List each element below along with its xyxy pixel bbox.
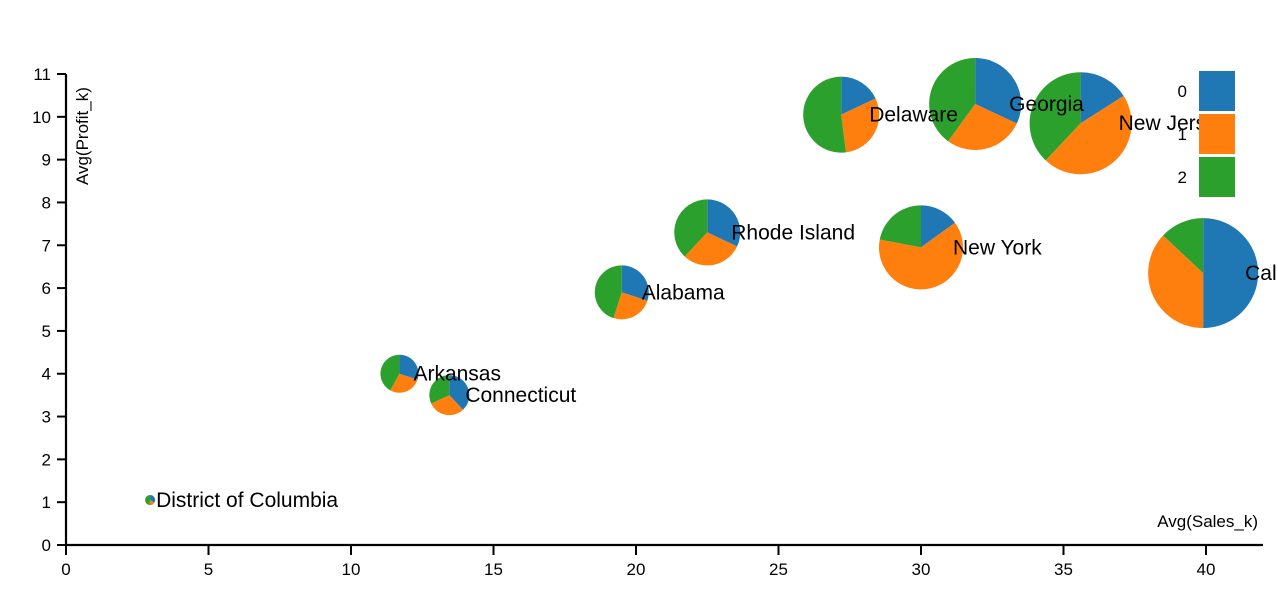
pie-wedge-1 — [1148, 235, 1204, 329]
y-tick-label: 7 — [42, 236, 51, 255]
pie-marker[interactable] — [429, 375, 470, 416]
legend-label-0: 0 — [1178, 82, 1187, 101]
pie-wedge-0 — [399, 354, 419, 380]
pie-wedge-1 — [431, 395, 464, 416]
x-tick-label: 15 — [484, 560, 503, 579]
x-tick-label: 0 — [61, 560, 70, 579]
x-tick-label: 25 — [769, 560, 788, 579]
point-label: Georgia — [1009, 93, 1084, 116]
pie-wedge-2 — [380, 354, 400, 391]
point-label: Connecticut — [465, 384, 576, 407]
point-label: California — [1245, 262, 1278, 285]
y-tick-label: 8 — [42, 193, 51, 212]
x-tick-label: 20 — [627, 560, 646, 579]
y-tick-label: 3 — [42, 408, 51, 427]
point-label: New York — [953, 236, 1042, 259]
pie-wedge-1 — [1045, 95, 1132, 175]
y-tick-label: 4 — [42, 365, 51, 384]
pie-wedge-0 — [1080, 72, 1124, 124]
pie-wedge-2 — [674, 199, 708, 257]
y-tick-label: 11 — [33, 65, 51, 84]
x-tick-label: 5 — [204, 560, 213, 579]
x-axis-ticks: 0 5 10 15 20 25 30 35 40 — [61, 545, 1215, 579]
pie-wedge-2 — [1029, 72, 1081, 161]
x-tick-label: 40 — [1197, 560, 1216, 579]
pie-wedge-2 — [145, 495, 151, 506]
point-label: Rhode Island — [731, 221, 855, 244]
y-tick-label: 0 — [42, 536, 51, 555]
pie-wedge-2 — [429, 375, 450, 404]
pie-wedge-1 — [948, 103, 1017, 150]
pie-marker[interactable] — [803, 76, 880, 153]
legend-label-1: 1 — [1178, 125, 1187, 144]
legend-swatch-0[interactable] — [1199, 71, 1235, 111]
pie-wedge-0 — [621, 265, 649, 301]
point-label: Alabama — [642, 281, 725, 304]
y-tick-label: 2 — [42, 450, 51, 469]
pie-wedge-1 — [613, 292, 648, 320]
pie-wedge-1 — [879, 222, 963, 290]
pie-wedge-2 — [594, 265, 622, 319]
pie-marker[interactable] — [145, 495, 156, 506]
pie-wedge-1 — [841, 98, 880, 153]
pie-wedge-2 — [1163, 218, 1204, 274]
pie-marker[interactable] — [674, 199, 741, 266]
x-axis-title: Avg(Sales_k) — [1157, 512, 1258, 531]
pie-marker[interactable] — [1148, 218, 1259, 329]
data-points-layer — [145, 57, 1259, 506]
pie-wedge-1 — [684, 232, 738, 266]
point-label: Arkansas — [413, 363, 501, 386]
pie-wedge-2 — [929, 57, 976, 142]
legend: 0 1 2 — [1178, 71, 1235, 197]
pie-marker[interactable] — [929, 57, 1022, 150]
pie-wedge-0 — [150, 495, 156, 503]
y-tick-label: 9 — [42, 151, 51, 170]
pie-wedge-0 — [1203, 218, 1259, 329]
legend-swatch-1[interactable] — [1199, 114, 1235, 154]
pie-marker[interactable] — [594, 265, 649, 320]
y-tick-label: 1 — [42, 493, 51, 512]
pie-wedge-2 — [879, 205, 921, 248]
x-tick-label: 10 — [342, 560, 361, 579]
pie-wedge-0 — [975, 57, 1022, 124]
y-tick-label: 5 — [42, 322, 51, 341]
pie-marker[interactable] — [1029, 72, 1132, 175]
y-tick-label: 6 — [42, 279, 51, 298]
x-tick-label: 30 — [912, 560, 931, 579]
point-label: District of Columbia — [156, 489, 338, 512]
legend-label-2: 2 — [1178, 168, 1187, 187]
pie-wedge-0 — [449, 375, 470, 410]
pie-wedge-0 — [707, 199, 741, 247]
point-label: Delaware — [869, 104, 958, 127]
y-axis-title: Avg(Profit_k) — [73, 87, 92, 185]
pie-wedge-1 — [390, 373, 418, 393]
pie-marker[interactable] — [380, 354, 419, 393]
legend-swatch-2[interactable] — [1199, 157, 1235, 197]
pie-wedge-2 — [803, 76, 846, 153]
x-tick-label: 35 — [1054, 560, 1073, 579]
pie-wedge-0 — [841, 76, 876, 115]
pie-marker[interactable] — [879, 205, 963, 290]
pie-wedge-1 — [149, 500, 155, 506]
pie-wedge-0 — [921, 205, 955, 248]
y-tick-label: 10 — [32, 108, 51, 127]
y-axis-ticks: 0 1 2 3 4 5 6 7 8 9 10 11 — [32, 65, 66, 555]
